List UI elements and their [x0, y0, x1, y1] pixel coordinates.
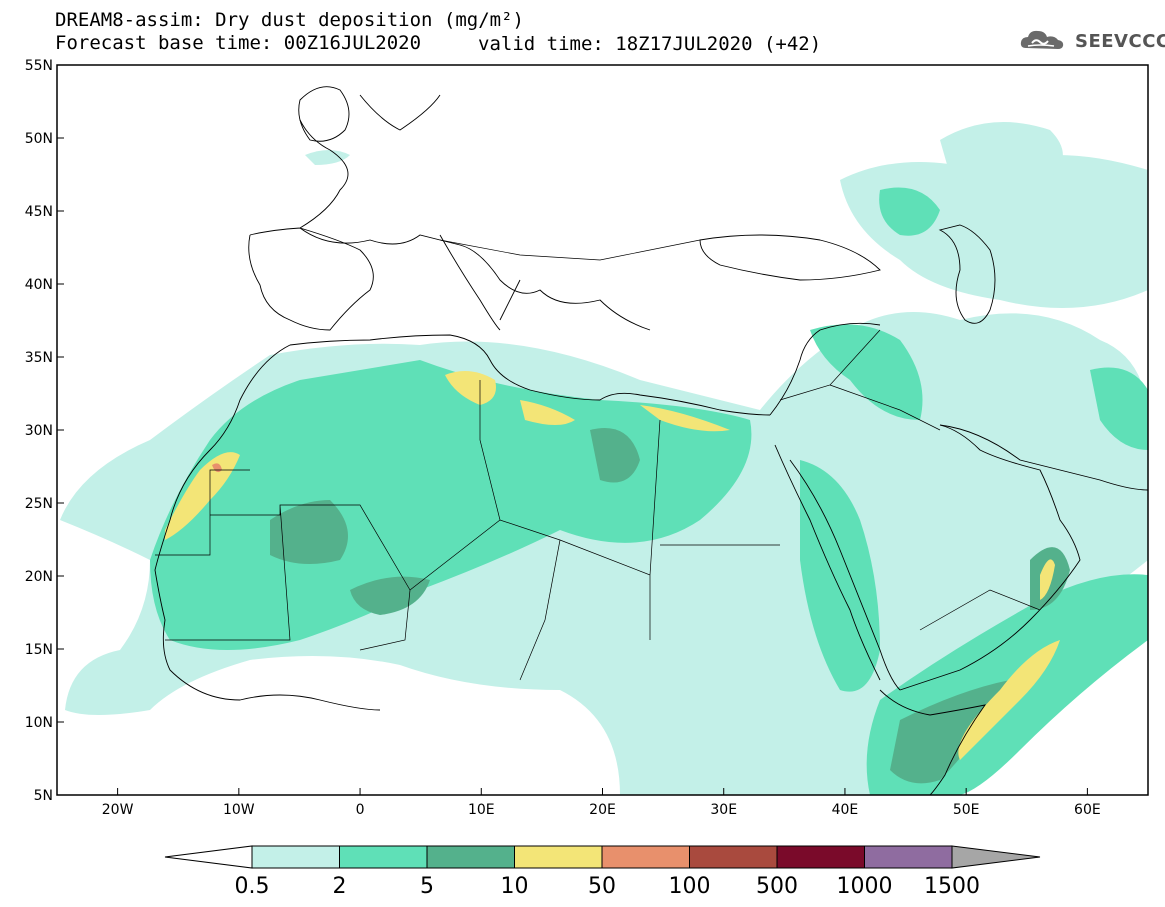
border-lines — [155, 239, 1041, 681]
dust-field-high — [270, 500, 348, 564]
dust-field-medium-iran — [1090, 367, 1148, 450]
borders — [155, 239, 1041, 681]
lon-tick-label: 0 — [356, 802, 365, 818]
coast-levant — [769, 322, 881, 416]
colorbar-swatch — [689, 845, 778, 869]
coast-europe — [249, 94, 651, 331]
dust-field-very-high-tunisia — [445, 371, 496, 405]
lat-tick-label: 15N — [25, 642, 53, 658]
cloud-icon — [1020, 30, 1064, 49]
dust-field-high-libya — [590, 428, 640, 483]
lon-tick-label: 50E — [953, 802, 980, 818]
colorbar-label: 10 — [501, 874, 529, 899]
coastlines — [154, 86, 1148, 795]
valid-time: valid time: 18Z17JUL2020 (+42) — [478, 33, 822, 55]
forecast-base-time: Forecast base time: 00Z16JUL2020 — [55, 32, 422, 54]
colorbar-swatch — [864, 845, 953, 869]
lat-tick-label: 50N — [25, 131, 53, 147]
lon-tick-label: 20E — [589, 802, 616, 818]
coast-italy — [439, 234, 521, 331]
coast-west-africa — [154, 344, 381, 711]
colorbar-labels: 0.5 2 5 10 50 100 500 1000 1500 — [235, 874, 981, 899]
dust-field-very-high-morocco — [165, 452, 240, 540]
dust-field-high-sahel — [350, 576, 430, 615]
lon-tick-label: 20W — [102, 802, 134, 818]
lon-tick-label: 10W — [223, 802, 255, 818]
latitude-axis: 5N 10N 15N 20N 25N 30N 35N 40N 45N 50N 55N — [25, 58, 64, 804]
coast-spain — [248, 227, 374, 331]
colorbar-label: 100 — [669, 874, 711, 899]
colorbar-label: 1500 — [924, 874, 980, 899]
coast-black-sea — [699, 234, 881, 281]
lat-tick-label: 30N — [25, 423, 53, 439]
lon-tick-label: 40E — [832, 802, 859, 818]
coast-red-sea — [774, 444, 901, 691]
logo-text: SEEVCCC — [1075, 31, 1165, 52]
lat-tick-label: 55N — [25, 58, 53, 74]
coast-caspian — [938, 224, 996, 324]
colorbar-label: 2 — [333, 874, 347, 899]
coast-gulf-iran — [939, 424, 1148, 491]
logo — [1018, 26, 1154, 54]
colorbar-swatch — [601, 845, 690, 869]
colorbar-swatch — [426, 845, 515, 869]
lat-tick-label: 20N — [25, 569, 53, 585]
colorbar-swatches — [164, 845, 1041, 869]
lon-tick-label: 30E — [710, 802, 737, 818]
dust-field-very-high-libya — [520, 400, 575, 425]
colorbar-swatch — [251, 845, 340, 869]
longitude-axis: 20W 10W 0 10E 20E 30E 40E 50E 60E — [102, 788, 1101, 818]
lat-tick-label: 5N — [34, 788, 53, 804]
dust-field-very-high-arabian-sea — [958, 640, 1060, 760]
coast-north-africa — [289, 334, 771, 416]
colorbar-under-arrow — [164, 845, 253, 869]
colorbar-swatch — [776, 845, 865, 869]
coast-uk — [298, 86, 350, 142]
coast-arabia — [899, 424, 1081, 691]
colorbar-over-arrow — [951, 845, 1041, 869]
colorbar-swatch — [514, 845, 603, 869]
dust-field-medium-east — [800, 460, 880, 692]
lat-tick-label: 35N — [25, 350, 53, 366]
dust-field-low-france — [305, 150, 350, 165]
colorbar-label: 500 — [756, 874, 798, 899]
dust-field-very-high-oman — [1040, 559, 1055, 600]
colorbar-label: 5 — [420, 874, 434, 899]
map-title: DREAM8-assim: Dry dust deposition (mg/m²… — [55, 9, 524, 31]
colorbar-label: 1000 — [837, 874, 893, 899]
dust-fields — [60, 122, 1148, 795]
colorbar-swatch — [339, 845, 428, 869]
colorbar-label: 50 — [588, 874, 616, 899]
lon-tick-label: 60E — [1074, 802, 1101, 818]
colorbar-label: 0.5 — [235, 874, 270, 899]
dust-field-medium-caspian — [879, 187, 940, 236]
dust-field-low-europe — [940, 122, 1063, 187]
lon-tick-label: 10E — [468, 802, 495, 818]
lat-tick-label: 25N — [25, 496, 53, 512]
lat-tick-label: 45N — [25, 204, 53, 220]
lat-tick-label: 40N — [25, 277, 53, 293]
dust-field-medium-iraq — [810, 324, 923, 420]
lat-tick-label: 10N — [25, 715, 53, 731]
coast-horn — [879, 689, 987, 795]
dust-field-very-high-egypt — [640, 405, 730, 432]
